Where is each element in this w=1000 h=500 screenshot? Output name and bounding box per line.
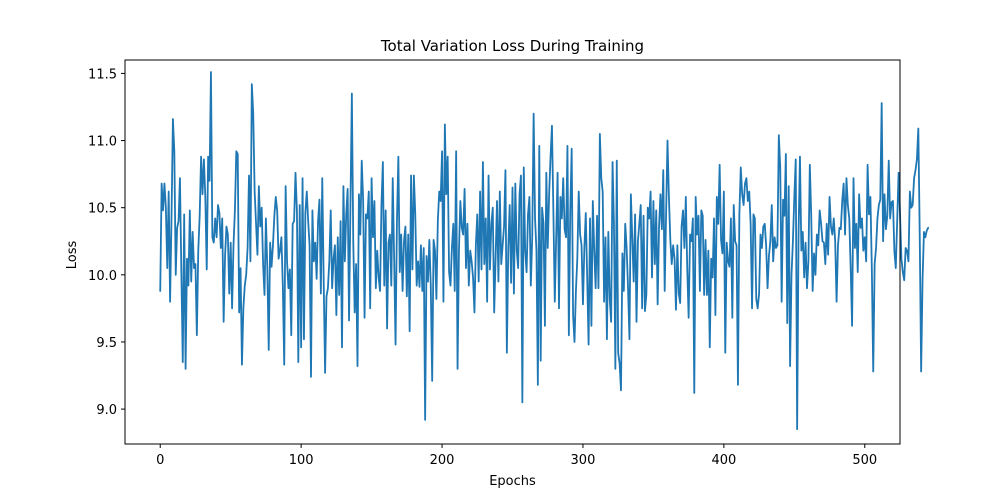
x-axis-label: Epochs (489, 474, 536, 489)
plot-area (124, 59, 930, 445)
y-tick-label: 10.5 (88, 202, 117, 217)
series-line-0 (159, 71, 930, 431)
y-tick-label: 9.5 (96, 336, 117, 351)
x-tick-label: 200 (430, 453, 455, 468)
plot-frame (124, 59, 901, 445)
x-tick-label: 0 (156, 453, 164, 468)
y-tick-label: 10.0 (88, 269, 117, 284)
x-axis: 0 100 200 300 400 500 (156, 444, 877, 468)
y-tick-label: 9.0 (96, 403, 117, 418)
chart-title: Total Variation Loss During Training (380, 37, 644, 55)
y-axis: 9.0 9.5 10.0 10.5 11.0 11.5 (88, 67, 125, 418)
x-tick-label: 300 (571, 453, 596, 468)
y-axis-label: Loss (65, 241, 80, 270)
x-tick-label: 400 (711, 453, 736, 468)
x-tick-label: 100 (289, 453, 314, 468)
x-tick-label: 500 (852, 453, 877, 468)
y-tick-label: 11.5 (88, 67, 117, 82)
y-tick-label: 11.0 (88, 135, 117, 150)
